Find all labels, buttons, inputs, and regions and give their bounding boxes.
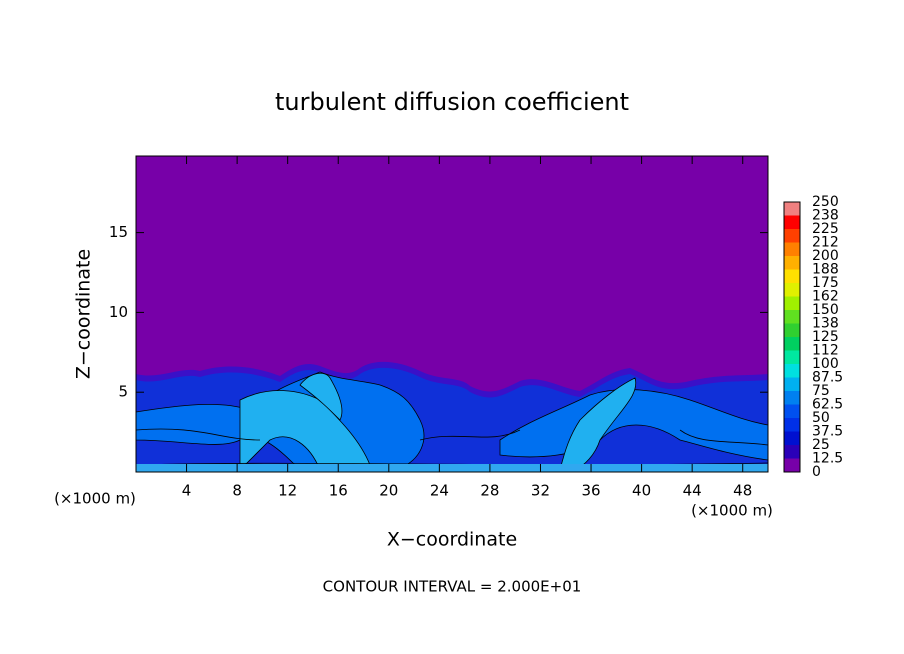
colorbar-band [784, 296, 800, 310]
field-surface [136, 464, 768, 472]
colorbar-label: 62.5 [812, 397, 843, 413]
x-unit-label: (×1000 m) [691, 502, 773, 520]
colorbar-label: 162 [812, 289, 839, 305]
colorbar-band [784, 337, 800, 351]
footnote: CONTOUR INTERVAL = 2.000E+01 [323, 578, 582, 596]
x-tick-label: 16 [329, 482, 348, 500]
colorbar-label: 175 [812, 275, 839, 291]
colorbar-band [784, 350, 800, 364]
x-tick-label: 24 [430, 482, 449, 500]
colorbar-band [784, 391, 800, 405]
colorbar-label: 12.5 [812, 451, 843, 467]
colorbar-band [784, 377, 800, 391]
x-tick-label: 28 [480, 482, 499, 500]
x-tick-label: 40 [632, 482, 651, 500]
colorbar-band [784, 256, 800, 270]
plot-frame [135, 155, 769, 473]
field [135, 156, 769, 472]
chart-title: turbulent diffusion coefficient [275, 88, 629, 116]
colorbar-label: 225 [812, 221, 839, 237]
x-unit-label: (×1000 m) [54, 490, 136, 508]
colorbar-label: 75 [812, 383, 830, 399]
colorbar-band [784, 215, 800, 229]
colorbar-label: 138 [812, 316, 839, 332]
colorbar-label: 212 [812, 235, 839, 251]
colorbar-label: 50 [812, 410, 830, 426]
x-tick-label: 12 [278, 482, 297, 500]
field-plume [299, 372, 343, 421]
colorbar-band [784, 418, 800, 432]
x-tick-label: 48 [733, 482, 752, 500]
colorbar-label: 87.5 [812, 370, 843, 386]
field-plume [559, 377, 637, 471]
colorbar-label: 200 [812, 248, 839, 264]
colorbar-band [784, 269, 800, 283]
colorbar-label: 238 [812, 208, 839, 224]
colorbar-label: 37.5 [812, 424, 843, 440]
field-contour [135, 428, 769, 466]
colorbar-band [784, 458, 800, 472]
colorbar-label: 0 [812, 464, 821, 480]
colorbar-band [784, 202, 800, 216]
y-tick-label: 15 [109, 223, 128, 241]
colorbar-label: 150 [812, 302, 839, 318]
y-tick-label: 10 [109, 303, 128, 321]
x-tick-label: 36 [581, 482, 600, 500]
x-tick-label: 32 [531, 482, 550, 500]
colorbar-band [784, 364, 800, 378]
colorbar-band [784, 431, 800, 445]
colorbar-band [784, 242, 800, 256]
colorbar-label: 100 [812, 356, 839, 372]
colorbar-band [784, 323, 800, 337]
colorbar-label: 25 [812, 437, 830, 453]
y-tick-label: 5 [118, 383, 128, 401]
x-tick-label: 8 [232, 482, 242, 500]
colorbar-band [784, 445, 800, 459]
colorbar-frame [783, 201, 801, 473]
colorbar-band [784, 283, 800, 297]
colorbar-band [784, 229, 800, 243]
x-axis-label: X−coordinate [387, 529, 517, 551]
x-tick-label: 20 [379, 482, 398, 500]
colorbar-label: 125 [812, 329, 839, 345]
y-axis-label: Z−coordinate [73, 249, 95, 379]
colorbar-label: 112 [812, 343, 839, 359]
colorbar-band [784, 404, 800, 418]
colorbar-band [784, 310, 800, 324]
colorbar-label: 250 [812, 194, 839, 210]
x-tick-label: 4 [182, 482, 192, 500]
x-tick-label: 44 [683, 482, 702, 500]
colorbar-label: 188 [812, 262, 839, 278]
